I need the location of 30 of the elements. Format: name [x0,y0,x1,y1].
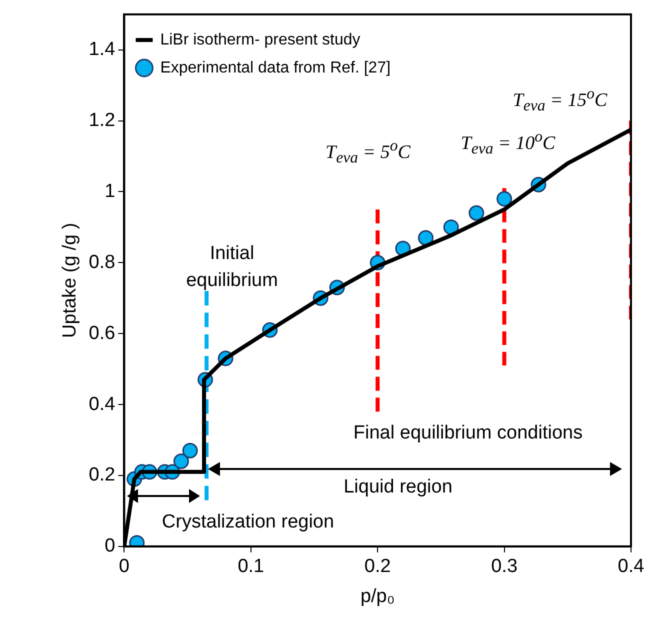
y-axis-title: Uptake (g /g ) [60,222,81,338]
point [443,219,459,235]
annotation: Liquid region [344,476,452,500]
annotation: Initial equilibrium [185,242,279,293]
point [173,454,189,470]
annotation: Crystalization region [162,510,334,534]
annotation: T$_{eva}$ = 10$^{o}$C [460,127,556,160]
y-tick-label: 1.2 [88,110,116,132]
y-tick-label: 0.2 [88,464,116,486]
y-tick-label: 0 [104,536,116,557]
annotation: Final equilibrium conditions [353,422,583,446]
x-tick-label: 0.2 [364,556,391,578]
y-tick-label: 1.4 [88,39,116,60]
point [496,191,512,207]
point [418,230,434,246]
y-tick-label: 0.6 [88,322,116,344]
y-tick-label: 1 [104,180,116,202]
x-tick-label: 0.1 [238,556,264,578]
point [182,442,198,458]
annotation: T$_{eva}$ = 5$^{o}$C [326,136,410,169]
x-tick-label: 0.4 [618,556,645,578]
x-axis-title: p/p₀ [360,586,395,607]
legend-label: Experimental data from Ref. [27] [160,59,391,76]
legend-label: LiBr isotherm- present study [160,31,360,48]
point [468,205,484,221]
x-tick-label: 0 [118,556,130,578]
y-tick-label: 0.8 [88,252,116,273]
y-tick-label: 0.4 [88,394,116,415]
x-tick-label: 0.3 [491,556,518,578]
annotation: T$_{eva}$ = 15$^{o}$C [512,84,608,117]
